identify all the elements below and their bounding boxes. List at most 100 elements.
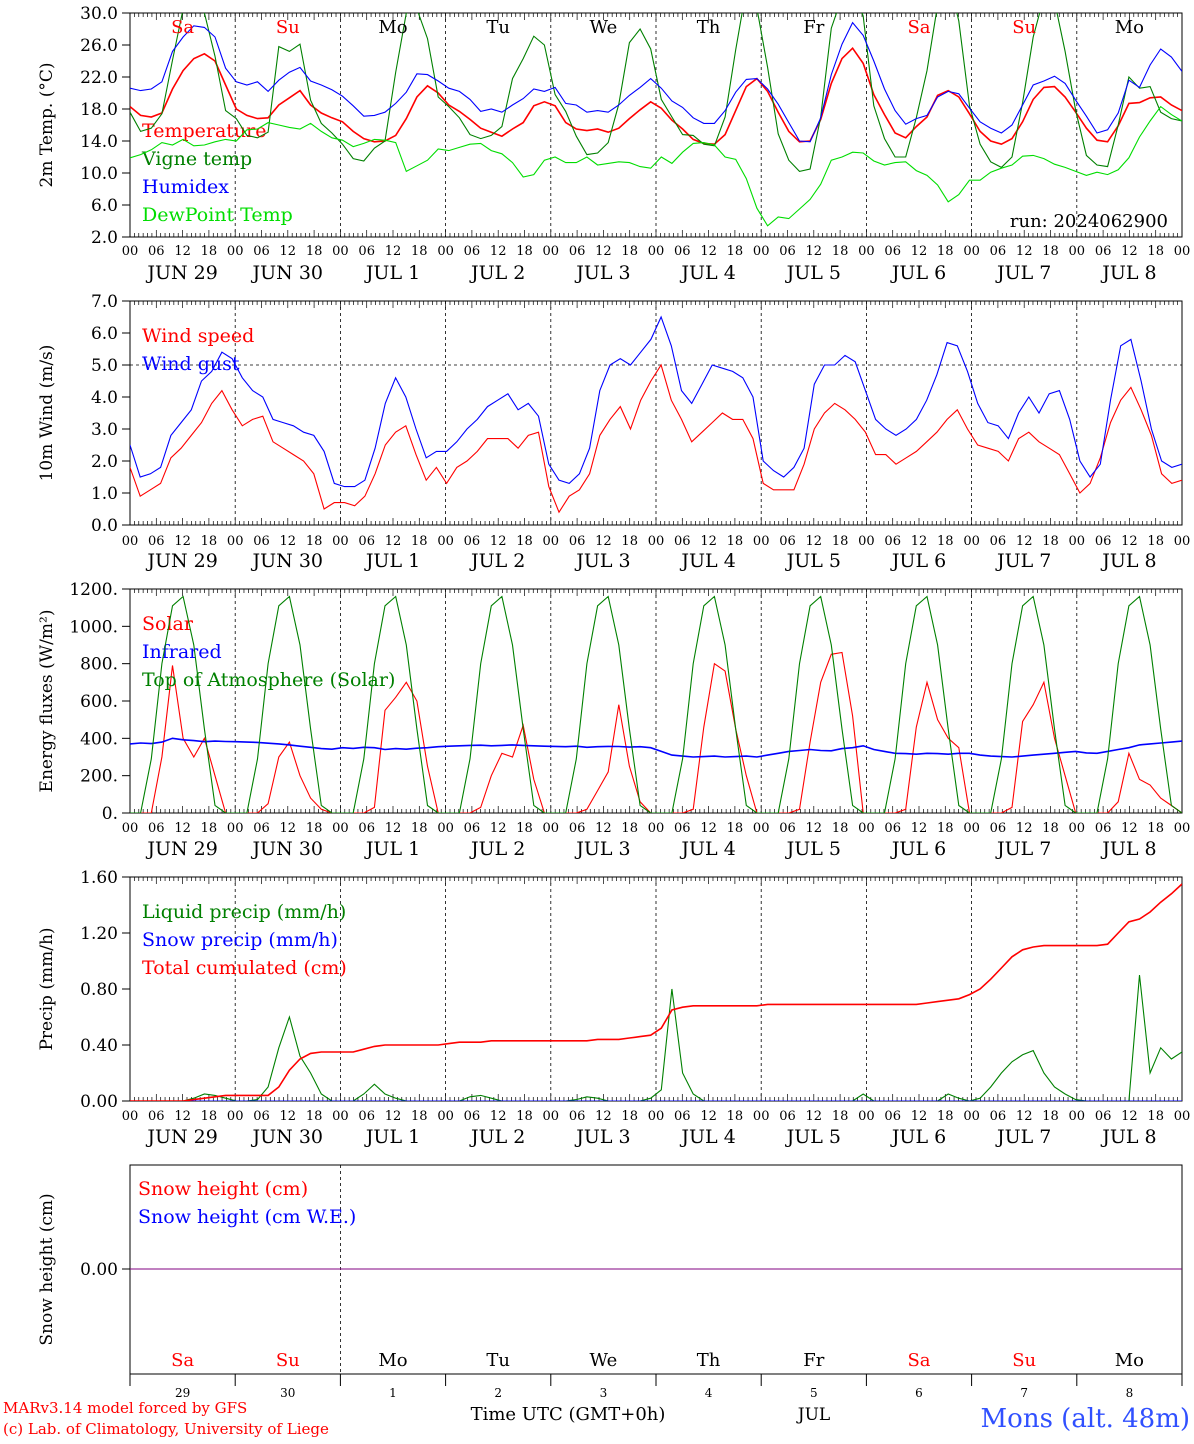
month-label: JUL: [796, 1405, 830, 1425]
hour-tick-label: 18: [1147, 821, 1164, 836]
y-tick-label: 26.0: [80, 36, 118, 56]
y-tick-label: 0.0: [91, 516, 118, 536]
day-label: JUL 1: [364, 262, 420, 284]
hour-tick-label: 18: [411, 244, 428, 259]
day-label: JUN 29: [145, 838, 217, 860]
weekday-label: Su: [276, 1350, 300, 1371]
hour-tick-label: 18: [201, 821, 218, 836]
hour-tick-label: 18: [832, 821, 849, 836]
day-number: 4: [705, 1386, 713, 1400]
hour-tick-label: 06: [1095, 244, 1112, 259]
hour-tick-label: 06: [358, 244, 375, 259]
hour-tick-label: 06: [569, 534, 586, 549]
hour-tick-label: 06: [674, 821, 691, 836]
hour-tick-label: 00: [543, 244, 560, 259]
day-label: JUN 29: [145, 550, 217, 572]
hour-tick-label: 00: [227, 244, 244, 259]
hour-tick-label: 00: [437, 1109, 454, 1124]
hour-tick-label: 12: [1121, 821, 1138, 836]
hour-tick-label: 12: [911, 534, 928, 549]
hour-tick-label: 18: [727, 1109, 744, 1124]
day-label: JUL 3: [574, 838, 630, 860]
hour-tick-label: 18: [1147, 534, 1164, 549]
time-axis: 29 30 1 2 3 4 5 6 7 8 JUL Time UTC (GMT+0h) MARv3.14…: [3, 1373, 1190, 1438]
weekday-label: Mo: [378, 17, 407, 38]
hour-tick-label: 00: [753, 244, 770, 259]
hour-tick-label: 12: [700, 244, 717, 259]
hour-tick-label: 06: [148, 244, 165, 259]
hour-tick-label: 18: [621, 244, 638, 259]
hour-tick-label: 00: [437, 244, 454, 259]
weekday-label: Mo: [1115, 17, 1144, 38]
legend-entry: Humidex: [142, 176, 229, 198]
day-label: JUN 30: [251, 262, 323, 284]
weekday-label: Su: [1012, 1350, 1036, 1371]
day-label: JUL 3: [574, 262, 630, 284]
y-tick-label: 0.: [102, 804, 118, 824]
weekday-label: Su: [276, 17, 300, 38]
day-number: 5: [810, 1386, 818, 1400]
hour-tick-label: 00: [1069, 534, 1086, 549]
y-tick-label: 5.0: [91, 356, 118, 376]
weekday-label: Su: [1012, 17, 1036, 38]
y-tick-label: 0.80: [80, 980, 118, 1000]
panel-3: 0. 200. 400. 600. 800. 1000. 1200. Energy fluxe…: [37, 580, 1190, 860]
hour-tick-label: 18: [937, 821, 954, 836]
hour-tick-label: 00: [963, 821, 980, 836]
day-label: JUL 3: [574, 1126, 630, 1148]
day-label: JUL 3: [574, 550, 630, 572]
hour-tick-label: 00: [543, 821, 560, 836]
day-number: 3: [600, 1386, 608, 1400]
day-label: JUL 6: [890, 262, 946, 284]
hour-tick-label: 18: [411, 821, 428, 836]
hour-tick-label: 06: [779, 534, 796, 549]
day-label: JUL 4: [679, 262, 735, 284]
hour-tick-label: 00: [122, 1109, 139, 1124]
hour-tick-label: 12: [1121, 244, 1138, 259]
legend-entry: Temperature: [142, 120, 266, 142]
weekday-label: Sa: [171, 17, 194, 38]
day-number: 30: [280, 1386, 295, 1400]
hour-tick-label: 06: [569, 1109, 586, 1124]
day-label: JUL 6: [890, 550, 946, 572]
hour-tick-label: 12: [911, 821, 928, 836]
hour-tick-label: 00: [122, 534, 139, 549]
hour-tick-label: 06: [779, 1109, 796, 1124]
hour-tick-label: 18: [201, 534, 218, 549]
hour-tick-label: 18: [411, 1109, 428, 1124]
legend-entry: Solar: [142, 613, 194, 635]
hour-tick-label: 18: [1147, 244, 1164, 259]
hour-tick-label: 18: [306, 244, 323, 259]
day-label: JUL 4: [679, 1126, 735, 1148]
series-line: [130, 595, 1182, 813]
hour-tick-label: 00: [858, 534, 875, 549]
hour-tick-label: 06: [253, 1109, 270, 1124]
y-axis-label: 10m Wind (m/s): [37, 345, 57, 482]
day-label: JUL 7: [995, 550, 1051, 572]
y-tick-label: 1200.: [69, 580, 118, 600]
day-label: JUL 8: [1100, 1126, 1156, 1148]
series-line: [130, 105, 1182, 227]
hour-tick-label: 06: [148, 821, 165, 836]
hour-tick-label: 06: [674, 244, 691, 259]
hour-tick-label: 00: [648, 821, 665, 836]
legend-entry: Wind speed: [142, 325, 254, 347]
series-line: [130, 315, 1182, 488]
y-tick-label: 1.0: [91, 484, 118, 504]
hour-tick-label: 12: [280, 534, 297, 549]
hour-tick-label: 18: [727, 821, 744, 836]
day-label: JUL 7: [995, 1126, 1051, 1148]
hour-tick-label: 12: [280, 1109, 297, 1124]
hour-tick-label: 12: [174, 821, 191, 836]
hour-tick-label: 00: [227, 821, 244, 836]
day-label: JUN 29: [145, 262, 217, 284]
hour-tick-label: 12: [700, 534, 717, 549]
hour-tick-label: 06: [884, 244, 901, 259]
day-label: JUN 29: [145, 1126, 217, 1148]
hour-tick-label: 12: [911, 244, 928, 259]
hour-tick-label: 12: [280, 244, 297, 259]
hour-tick-label: 12: [806, 821, 823, 836]
hour-tick-label: 00: [1174, 821, 1191, 836]
hour-tick-label: 06: [674, 534, 691, 549]
